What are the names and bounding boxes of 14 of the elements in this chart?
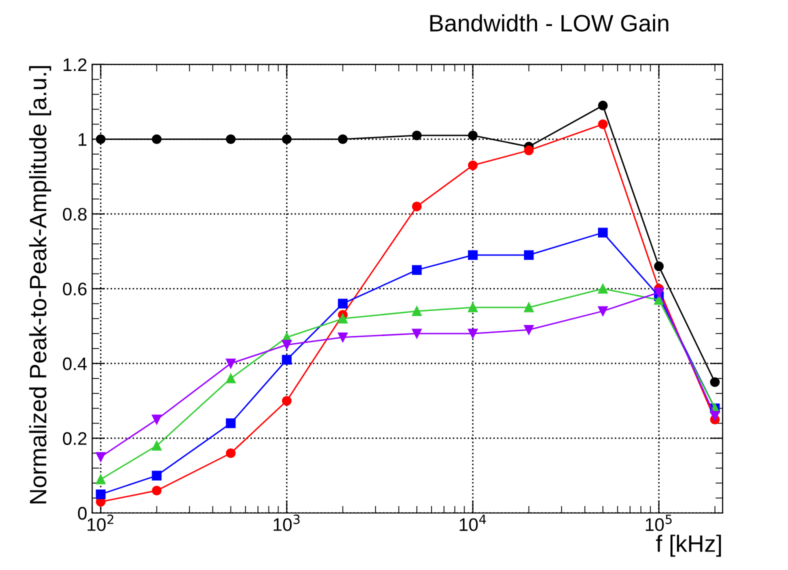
y-tick-label: 0.8	[62, 208, 87, 221]
y-tick-label: 0	[78, 506, 87, 520]
chart-title: Bandwidth - LOW Gain	[430, 14, 668, 32]
x-tick-label: 10$^{2}$	[88, 514, 114, 531]
x-tick-label: 10$^{4}$	[460, 514, 486, 531]
x-tick-label: 10$^{3}$	[274, 514, 300, 531]
y-tick-label: 1	[78, 133, 86, 146]
x-axis-title: f [kHz]	[656, 534, 721, 557]
y-tick-label: 0.4	[62, 357, 87, 370]
y-tick-label: 0.2	[62, 432, 86, 445]
y-axis-title: Normalized Peak-to-Peak-Amplitude [a.u.]	[29, 66, 52, 504]
y-tick-label: 1.2	[64, 58, 86, 71]
x-tick-label: 10$^{5}$	[646, 514, 672, 531]
y-tick-label: 0.6	[62, 282, 87, 296]
